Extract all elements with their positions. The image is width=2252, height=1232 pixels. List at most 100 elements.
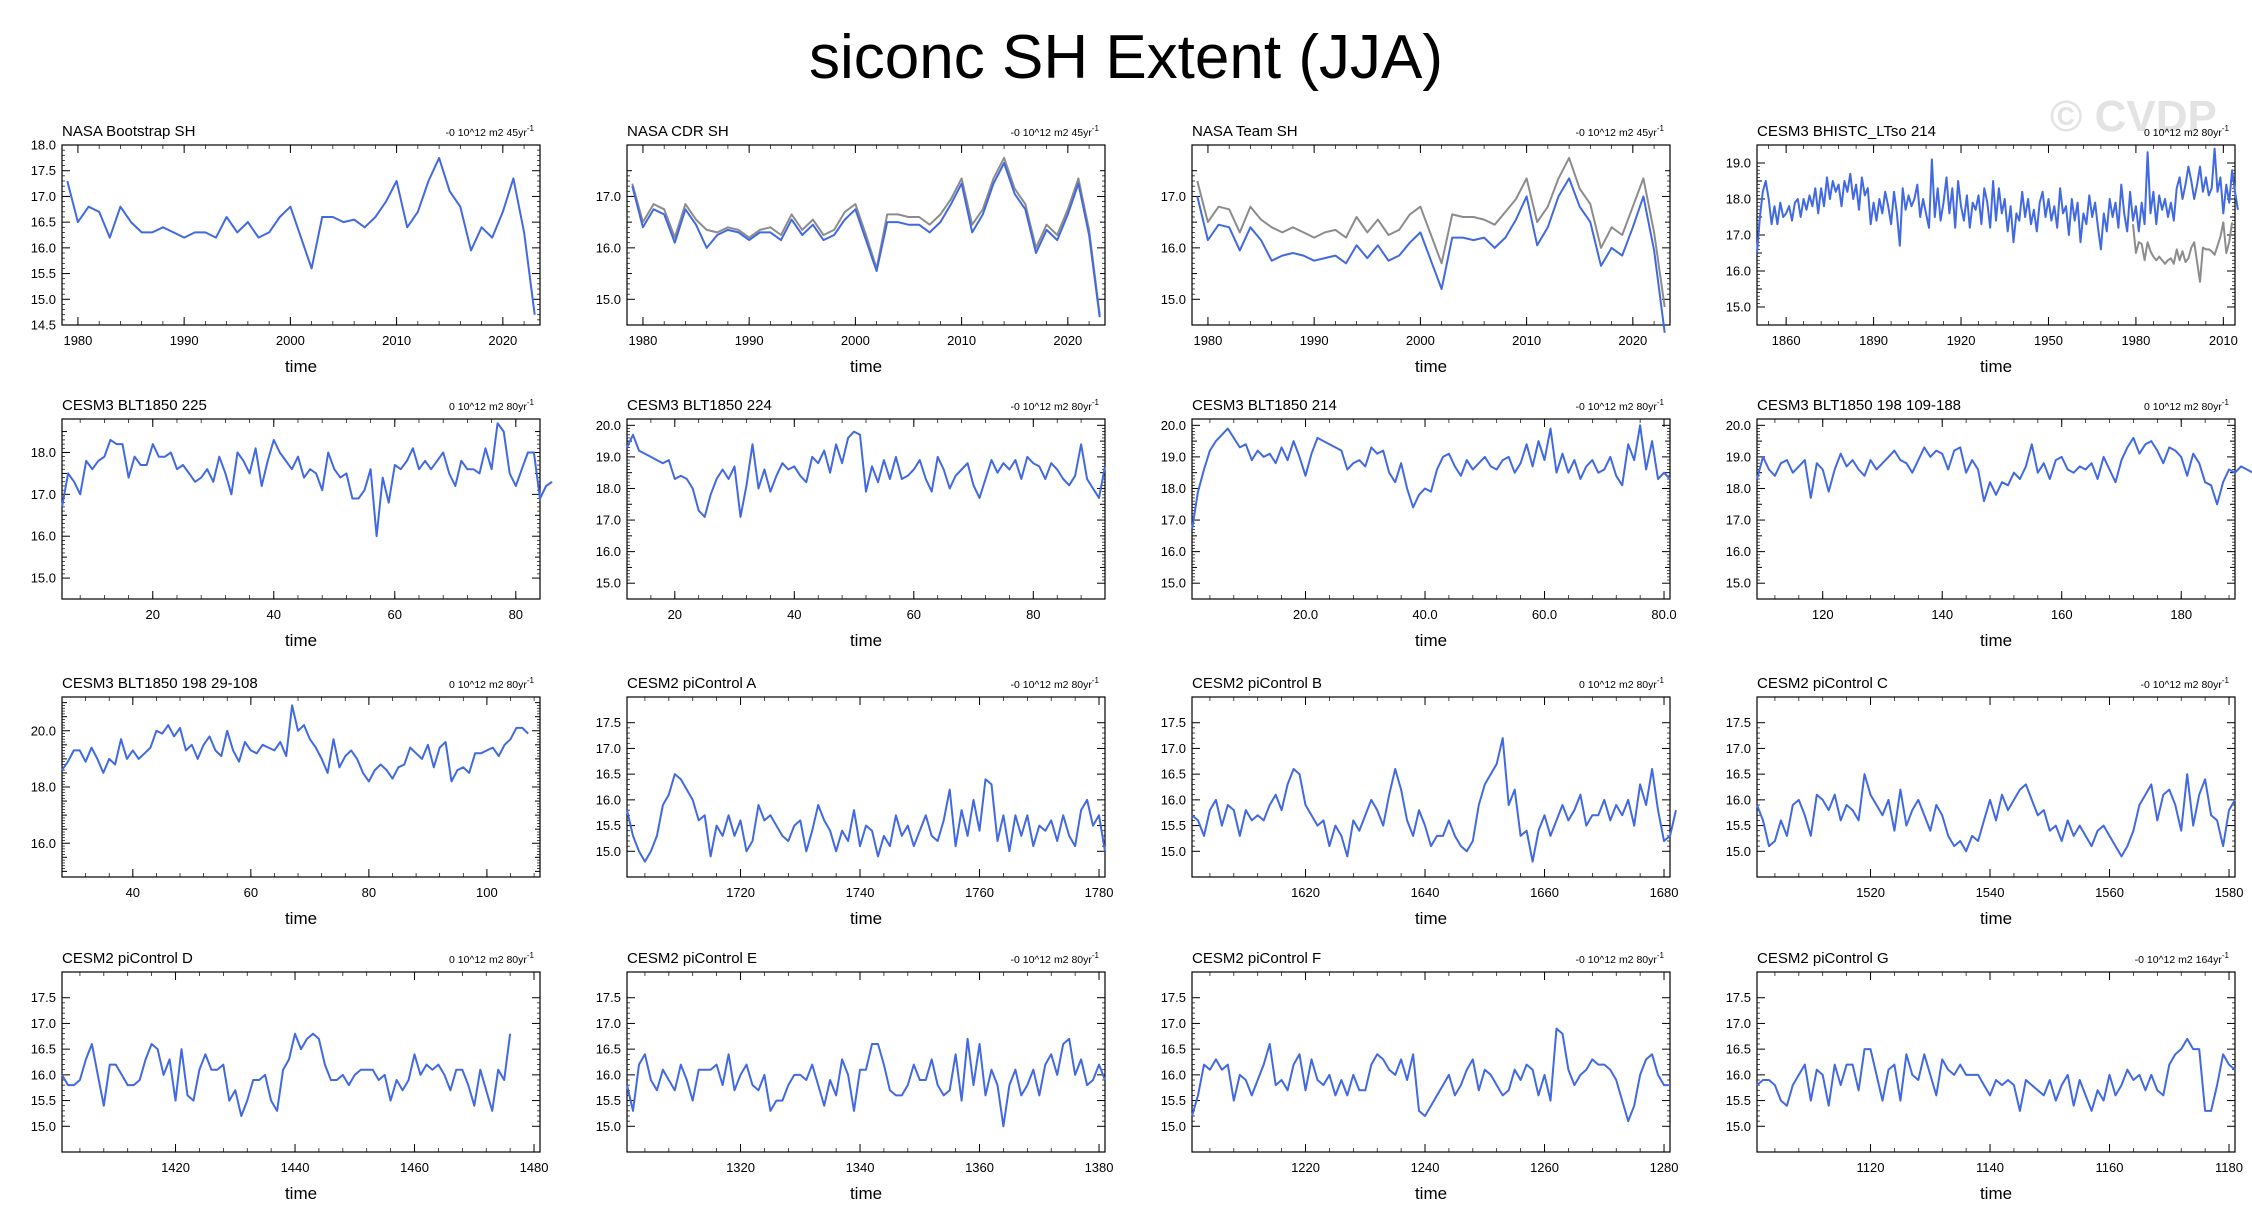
x-axis-label: time — [850, 1184, 882, 1203]
x-tick-label: 1240 — [1411, 1160, 1440, 1175]
x-tick-label: 1580 — [2215, 885, 2244, 900]
panel-3: NASA Team SH -0 10^12 m2 45yr-1 15.0 16.0 17… — [1161, 123, 1671, 376]
x-tick-label: 1120 — [1857, 1160, 1885, 1175]
plot-frame — [1756, 418, 2236, 600]
y-tick-label: 15.0 — [596, 844, 621, 859]
x-tick-label: 40.0 — [1412, 607, 1437, 622]
y-tick-label: 15.0 — [1726, 576, 1751, 591]
trend-label: 0 10^12 m2 80yr-1 — [2144, 124, 2230, 139]
x-tick-label: 60 — [388, 607, 402, 622]
series-line-model — [1191, 737, 1677, 863]
x-tick-label: 2020 — [488, 333, 517, 348]
x-tick-label: 20 — [668, 607, 682, 622]
panel-13: CESM2 piControl D 0 10^12 m2 80yr-1 15.0 15… — [31, 950, 549, 1203]
y-tick-label: 16.0 — [596, 544, 621, 559]
series-line-model — [1191, 1027, 1670, 1123]
y-tick-label: 19.0 — [1726, 449, 1751, 464]
y-tick-label: 19.0 — [1726, 156, 1751, 171]
panel-16: CESM2 piControl G -0 10^12 m2 164yr-1 15.0… — [1726, 950, 2243, 1203]
trend-label: -0 10^12 m2 45yr-1 — [1010, 124, 1099, 139]
plot-frame — [626, 971, 1106, 1153]
x-tick-label: 2010 — [1512, 333, 1541, 348]
x-tick-label: 1980 — [628, 333, 657, 348]
y-tick-label: 18.0 — [31, 445, 56, 460]
y-tick-label: 16.0 — [596, 1067, 621, 1082]
y-tick-label: 15.5 — [1161, 818, 1186, 833]
y-tick-label: 17.5 — [1726, 715, 1751, 730]
x-tick-label: 1620 — [1291, 885, 1320, 900]
panel-5: CESM3 BLT1850 225 0 10^12 m2 80yr-1 15.0 16… — [31, 397, 553, 650]
x-tick-label: 20 — [146, 607, 160, 622]
y-tick-label: 15.5 — [31, 1093, 56, 1108]
x-tick-label: 1340 — [846, 1160, 875, 1175]
plot-frame — [61, 971, 541, 1153]
y-tick-label: 15.5 — [1726, 1093, 1751, 1108]
series-line-model — [61, 704, 529, 783]
x-axis-label: time — [850, 357, 882, 376]
y-tick-label: 17.5 — [1726, 990, 1751, 1005]
y-tick-label: 19.0 — [596, 449, 621, 464]
y-tick-label: 17.0 — [596, 189, 621, 204]
series-line-model — [1756, 1037, 2236, 1112]
x-tick-label: 1990 — [1300, 333, 1329, 348]
panel-11: CESM2 piControl B 0 10^12 m2 80yr-1 15.0 15… — [1161, 675, 1679, 928]
series-line-model — [1191, 424, 1671, 530]
panel-title: CESM2 piControl D — [62, 950, 193, 967]
trend-label: 0 10^12 m2 80yr-1 — [449, 398, 535, 413]
y-tick-label: 16.5 — [1726, 767, 1751, 782]
y-tick-label: 20.0 — [1726, 418, 1751, 433]
y-tick-label: 17.5 — [31, 990, 56, 1005]
trend-label: -0 10^12 m2 80yr-1 — [1575, 398, 1664, 413]
x-tick-label: 1980 — [2121, 333, 2150, 348]
page-title: siconc SH Extent (JJA) — [809, 23, 1443, 92]
x-tick-label: 1950 — [2034, 333, 2063, 348]
x-axis-label: time — [850, 909, 882, 928]
panel-title: CESM2 piControl G — [1757, 950, 1889, 967]
x-tick-label: 2010 — [382, 333, 411, 348]
panel-8: CESM3 BLT1850 198 109-188 0 10^12 m2 80yr… — [1726, 397, 2252, 650]
plot-frame — [61, 696, 541, 878]
y-tick-label: 15.5 — [1726, 818, 1751, 833]
series-line-model — [61, 1032, 512, 1117]
y-tick-label: 18.0 — [1726, 481, 1751, 496]
x-tick-label: 1320 — [726, 1160, 755, 1175]
y-tick-label: 16.0 — [31, 1067, 56, 1082]
x-axis-label: time — [285, 631, 317, 650]
x-tick-label: 1160 — [2096, 1160, 2124, 1175]
y-tick-label: 15.0 — [596, 1119, 621, 1134]
x-tick-label: 160 — [2051, 607, 2073, 622]
y-tick-label: 16.5 — [31, 215, 56, 230]
trend-label: -0 10^12 m2 80yr-1 — [1010, 951, 1099, 966]
y-tick-label: 15.0 — [31, 571, 56, 586]
y-tick-label: 16.0 — [596, 240, 621, 255]
y-tick-label: 17.5 — [596, 990, 621, 1005]
trend-label: -0 10^12 m2 164yr-1 — [2135, 951, 2230, 966]
panel-7: CESM3 BLT1850 214 -0 10^12 m2 80yr-1 15.0 1… — [1161, 397, 1677, 650]
x-tick-label: 1980 — [1193, 333, 1222, 348]
x-axis-label: time — [1980, 909, 2012, 928]
y-tick-label: 15.0 — [1161, 844, 1186, 859]
y-tick-label: 16.0 — [1726, 544, 1751, 559]
x-tick-label: 60 — [244, 885, 258, 900]
x-tick-label: 2000 — [1406, 333, 1435, 348]
x-tick-label: 1380 — [1085, 1160, 1114, 1175]
y-tick-label: 20.0 — [1161, 418, 1186, 433]
x-axis-label: time — [1980, 357, 2012, 376]
series-line-model — [1196, 177, 1666, 333]
x-tick-label: 1860 — [1772, 333, 1801, 348]
x-axis-label: time — [1415, 909, 1447, 928]
x-tick-label: 2000 — [276, 333, 305, 348]
panel-title: CESM3 BLT1850 225 — [62, 397, 207, 414]
y-tick-label: 15.0 — [1726, 844, 1751, 859]
y-tick-label: 17.5 — [596, 715, 621, 730]
panel-title: NASA CDR SH — [627, 123, 729, 140]
y-tick-label: 16.0 — [1161, 240, 1186, 255]
series-line-obs — [1196, 156, 1666, 308]
x-tick-label: 1990 — [735, 333, 764, 348]
y-tick-label: 20.0 — [596, 418, 621, 433]
y-tick-label: 15.0 — [596, 576, 621, 591]
plot-frame — [1756, 144, 2236, 326]
x-tick-label: 1180 — [2215, 1160, 2243, 1175]
x-tick-label: 2000 — [841, 333, 870, 348]
x-tick-label: 60 — [907, 607, 921, 622]
